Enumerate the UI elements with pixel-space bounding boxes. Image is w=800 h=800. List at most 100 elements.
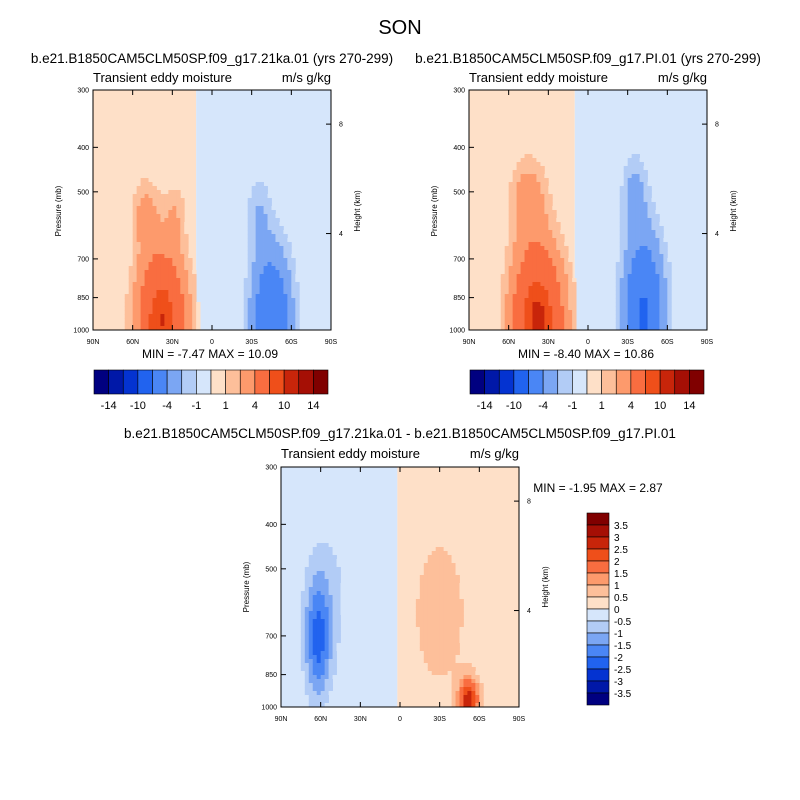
contour-cell: [639, 166, 644, 171]
contour-cell: [279, 250, 284, 255]
contour-cell: [263, 258, 268, 263]
contour-cell: [300, 647, 306, 652]
contour-cell: [259, 282, 264, 287]
colorbar-box: [513, 369, 529, 395]
contour-cell: [304, 619, 310, 624]
contour-cell: [144, 222, 149, 227]
contour-cell: [647, 218, 652, 223]
contour-cell: [316, 587, 322, 592]
contour-cell: [160, 242, 165, 247]
contour-cell: [312, 651, 318, 656]
contour-cell: [447, 587, 452, 592]
contour-cell: [451, 679, 456, 684]
contour-cell: [631, 222, 636, 227]
contour-cell: [144, 246, 149, 251]
contour-cell: [144, 178, 149, 183]
contour-cell: [635, 246, 640, 251]
contour-cell: [320, 615, 326, 620]
contour-cell: [455, 627, 460, 632]
contour-cell: [168, 270, 173, 275]
contour-cell: [651, 326, 656, 331]
contour-cell: [623, 262, 629, 267]
contour-cell: [176, 254, 181, 259]
contour-cell: [651, 274, 656, 279]
contour-cell: [291, 310, 296, 315]
contour-cell: [283, 270, 288, 275]
contour-cell: [540, 278, 545, 283]
contour-cell: [304, 643, 310, 648]
contour-cell: [544, 282, 549, 287]
contour-cell: [176, 238, 181, 243]
contour-cell: [540, 298, 545, 303]
contour-cell: [639, 242, 644, 247]
contour-cell: [279, 290, 284, 295]
contour-cell: [291, 294, 296, 299]
contour-cell: [336, 579, 341, 584]
contour-cell: [560, 258, 565, 263]
contour-cell: [528, 246, 533, 251]
contour-cell: [552, 214, 557, 219]
contour-cell: [124, 286, 130, 291]
contour-cell: [423, 555, 429, 560]
contour-cell: [647, 310, 652, 315]
contour-cell: [667, 258, 672, 263]
contour-cell: [176, 194, 181, 199]
contour-cell: [536, 290, 541, 295]
contour-cell: [328, 683, 333, 688]
colorbar-label: -4: [162, 400, 172, 412]
contour-cell: [168, 210, 173, 215]
contour-cell: [304, 659, 310, 664]
contour-cell: [651, 286, 656, 291]
contour-cell: [180, 286, 185, 291]
contour-cell: [136, 310, 141, 315]
contour-cell: [251, 258, 257, 263]
contour-cell: [283, 250, 288, 255]
contour-cell: [124, 298, 130, 303]
contour-cell: [540, 290, 545, 295]
contour-cell: [647, 254, 652, 259]
contour-cell: [192, 270, 197, 275]
contour-cell: [255, 286, 260, 291]
contour-cell: [520, 182, 525, 187]
contour-cell: [259, 234, 264, 239]
contour-cell: [524, 174, 529, 179]
contour-cell: [627, 286, 633, 291]
contour-cell: [651, 278, 656, 283]
contour-cell: [267, 270, 272, 275]
contour-cell: [255, 198, 260, 203]
contour-cell: [431, 651, 437, 656]
contour-cell: [328, 611, 333, 616]
contour-cell: [184, 310, 189, 315]
contour-cell: [544, 214, 549, 219]
contour-cell: [540, 194, 545, 199]
contour-cell: [324, 683, 329, 688]
contour-cell: [655, 326, 660, 331]
contour-cell: [659, 278, 664, 283]
contour-cell: [639, 162, 644, 167]
y-tick-label: 300: [453, 88, 465, 95]
contour-cell: [564, 318, 569, 323]
contour-cell: [663, 258, 668, 263]
contour-cell: [520, 202, 525, 207]
contour-cell: [560, 230, 565, 235]
contour-cell: [287, 326, 292, 331]
contour-cell: [247, 306, 253, 311]
contour-cell: [152, 326, 157, 331]
contour-cell: [275, 242, 280, 247]
contour-cell: [568, 302, 573, 307]
contour-cell: [336, 571, 341, 576]
contour-cell: [568, 270, 573, 275]
contour-cell: [184, 274, 189, 279]
contour-cell: [500, 314, 506, 319]
contour-cell: [247, 286, 253, 291]
contour-cell: [160, 286, 165, 291]
contour-cell: [263, 250, 268, 255]
contour-cell: [435, 595, 441, 600]
contour-cell: [300, 655, 306, 660]
contour-cell: [160, 314, 165, 319]
contour-cell: [308, 687, 314, 692]
contour-cell: [332, 547, 337, 552]
contour-cell: [176, 250, 181, 255]
contour-cell: [308, 631, 314, 636]
contour-cell: [544, 302, 549, 307]
